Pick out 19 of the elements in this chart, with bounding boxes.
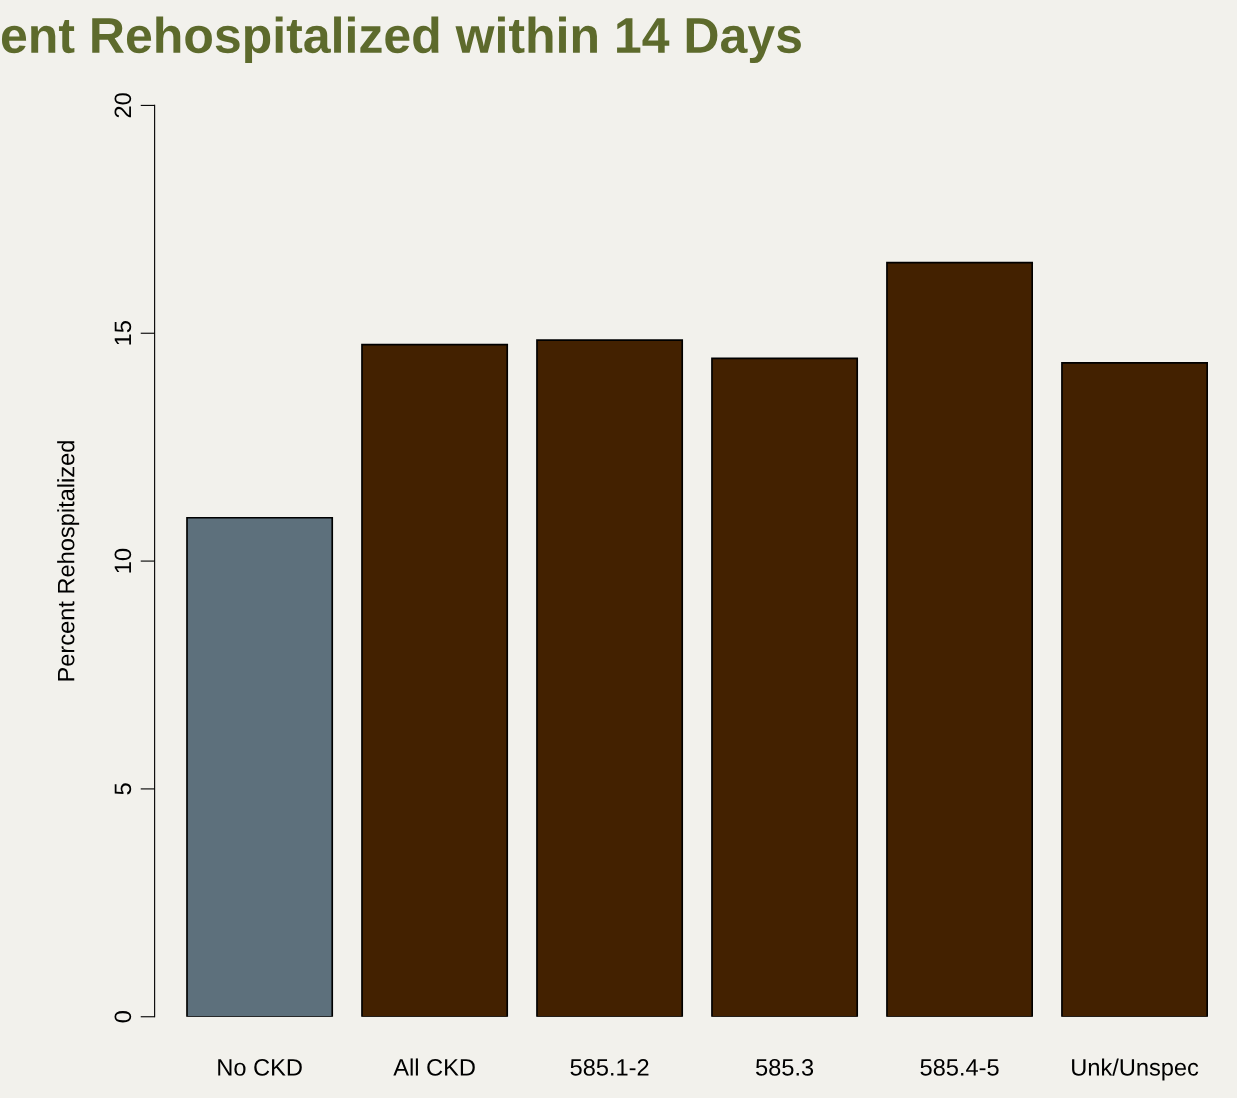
chart-title: ent Rehospitalized within 14 Days [1,16,801,64]
x-tick-label: All CKD [393,1058,475,1076]
y-tick-label: 15 [114,321,132,345]
x-tick-label: Unk/Unspec [1072,1058,1199,1081]
x-tick-label: 585.4-5 [920,1059,999,1076]
bar [711,357,859,1017]
y-tick-label: 5 [114,783,132,795]
y-tick-label: 0 [114,1011,132,1023]
y-axis-title: Percent Rehospitalized [57,441,80,681]
bar [1061,362,1209,1017]
bar [361,343,509,1017]
x-tick-label: No CKD [218,1059,302,1076]
bar [886,261,1034,1017]
bar [186,516,334,1017]
y-tick-label: 10 [114,548,132,573]
bar [536,339,684,1017]
y-tick-label: 20 [114,93,132,118]
x-tick-label: 585.3 [755,1059,814,1076]
x-tick-label: 585.1-2 [570,1059,649,1076]
